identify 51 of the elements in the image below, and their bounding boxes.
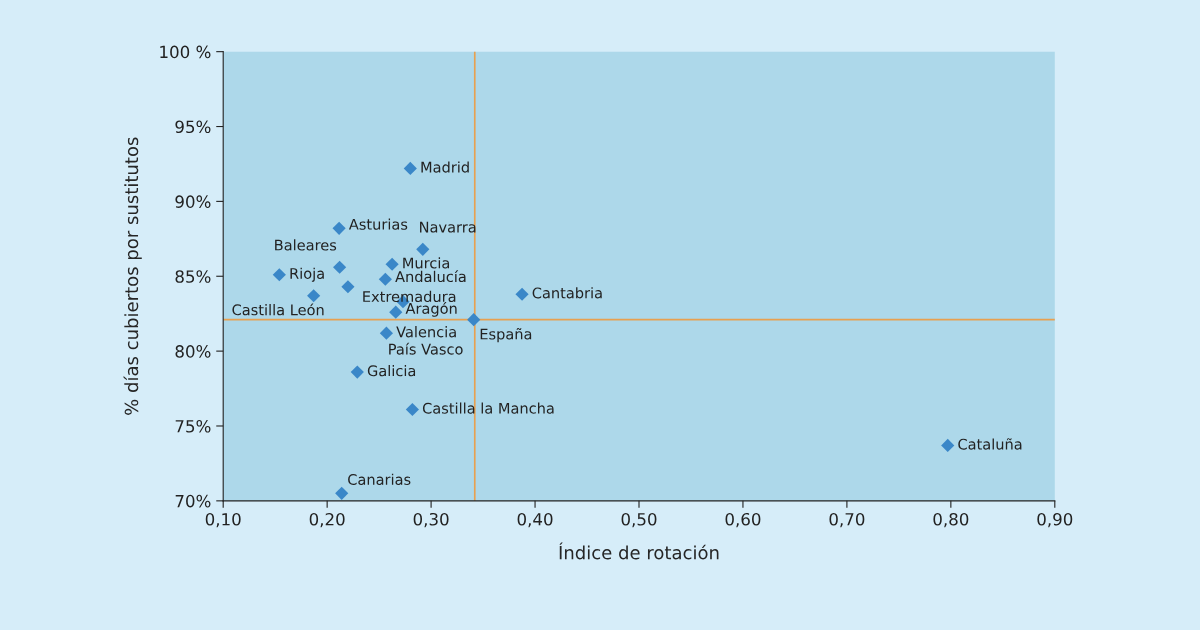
x-tick-label: 0,70 [829, 512, 865, 528]
x-tick-label: 0,20 [309, 512, 345, 528]
y-axis-title: % días cubiertos por sustitutos [123, 137, 142, 415]
x-tick-label: 0,80 [933, 512, 969, 528]
annotation: Aragón [405, 302, 457, 317]
annotation: Castilla León [232, 303, 324, 316]
point [333, 260, 347, 274]
point [515, 287, 529, 301]
y-tick-label: 90% [175, 195, 211, 208]
point [272, 268, 286, 282]
annotation: Cataluña [958, 438, 1022, 450]
annotation: Rioja [290, 267, 324, 282]
point [403, 161, 417, 176]
point [467, 313, 481, 327]
annotation: España [480, 328, 532, 343]
y-tick-label: 95% [175, 120, 211, 134]
annotation: Asturias [348, 218, 408, 230]
point [335, 486, 349, 500]
y-tick-label: 70% [175, 494, 211, 508]
annotation: Murcia [403, 257, 450, 269]
annotation: Galicia [367, 365, 416, 377]
x-axis-title: Índice de rotación [559, 542, 719, 560]
x-tick-label: 0,60 [725, 512, 761, 528]
x-tick-label: 0,40 [517, 512, 553, 528]
point [341, 280, 355, 294]
point [378, 272, 392, 286]
y-tick-label: 85% [175, 270, 211, 283]
annotation: Valencia [396, 326, 456, 338]
annotation: Baleares [275, 239, 337, 251]
x-tick-label: 0,10 [205, 512, 241, 528]
x-tick-label: 0,90 [1037, 512, 1073, 528]
y-tick-label: 80% [175, 345, 211, 358]
point [332, 221, 346, 235]
annotation: Cantabria [532, 287, 602, 299]
annotation: Andalucía [395, 270, 466, 283]
point [405, 402, 419, 417]
y-tick-label: 100 % [160, 45, 211, 59]
x-tick-label: 0,30 [413, 512, 449, 528]
x-tick-label: 0,50 [621, 512, 657, 528]
point [389, 305, 403, 319]
annotation: País Vasco [389, 342, 463, 355]
annotation: Madrid [421, 161, 469, 173]
point [385, 257, 399, 271]
annotation: Extremadura [363, 290, 456, 303]
annotation: Canarias [348, 473, 411, 485]
point [350, 365, 364, 379]
point [941, 438, 955, 453]
y-tick-label: 75% [175, 419, 211, 433]
point [416, 242, 430, 256]
point [379, 326, 393, 340]
point [307, 289, 321, 303]
